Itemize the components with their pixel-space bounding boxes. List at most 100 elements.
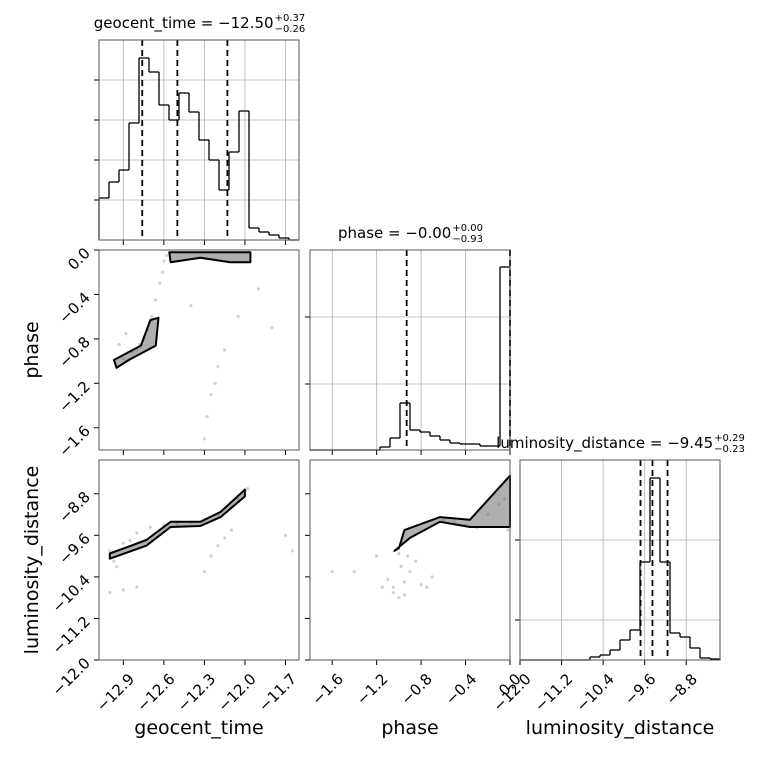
title-lower-error: −0.23 — [714, 444, 745, 455]
sample-point — [202, 570, 207, 574]
y-axis-label: luminosity_distance — [21, 466, 43, 655]
sample-point — [202, 437, 207, 441]
axes-frame — [99, 250, 299, 450]
sample-point — [406, 554, 410, 558]
panel-title: luminosity_distance = −9.45 — [496, 434, 713, 453]
sample-point — [425, 585, 429, 589]
x-axis-label: luminosity_distance — [526, 717, 715, 739]
sample-point — [164, 253, 169, 258]
sample-point — [397, 596, 401, 600]
sample-point — [216, 365, 220, 369]
sample-point — [209, 554, 213, 558]
x-tick-label: −1.6 — [308, 670, 346, 708]
sample-point — [352, 570, 357, 574]
title-upper-error: +0.29 — [714, 433, 745, 444]
sample-point — [135, 585, 139, 589]
sample-point — [430, 575, 434, 579]
sample-point — [419, 583, 423, 587]
axes-frame — [520, 460, 720, 660]
sample-point — [506, 528, 510, 532]
sample-point — [205, 415, 209, 419]
sample-point — [209, 392, 213, 397]
sample-point — [223, 536, 227, 540]
axes-border — [309, 249, 511, 451]
y-tick-label: −1.6 — [55, 422, 93, 460]
sample-point — [117, 342, 121, 347]
y-tick-label: −12.0 — [49, 654, 94, 699]
title-lower-error: −0.93 — [452, 234, 483, 245]
y-tick-label: −9.6 — [55, 529, 93, 567]
sample-point — [121, 541, 125, 545]
sample-point — [162, 259, 166, 263]
sample-point — [290, 549, 294, 553]
sample-point — [375, 554, 379, 558]
sample-point — [150, 315, 154, 319]
axes-frame — [310, 460, 510, 660]
sample-point — [270, 326, 274, 330]
x-tick-label: −12.9 — [93, 670, 138, 715]
sample-point — [223, 348, 227, 352]
x-tick-label: −0.8 — [397, 670, 435, 708]
sample-point — [128, 538, 132, 543]
y-tick-label: −8.8 — [55, 488, 93, 526]
sample-point — [189, 303, 193, 308]
x-axis-label: phase — [381, 717, 438, 739]
sample-point — [402, 580, 407, 584]
axes-border — [98, 249, 300, 451]
title-upper-error: +0.00 — [452, 223, 483, 234]
x-tick-label: −10.4 — [573, 670, 618, 715]
sample-point — [402, 593, 407, 597]
x-tick-label: −11.2 — [531, 670, 576, 715]
sample-point — [213, 381, 217, 385]
sample-point — [108, 590, 112, 595]
panel-title: geocent_time = −12.50 — [94, 14, 274, 33]
sample-point — [135, 531, 139, 535]
x-tick-label: −12.3 — [174, 670, 219, 715]
y-tick-label: −10.4 — [49, 571, 94, 616]
title-lower-error: −0.26 — [275, 24, 306, 35]
x-tick-label: −12.0 — [214, 670, 259, 715]
sample-point — [236, 315, 240, 319]
x-tick-label: −8.8 — [662, 670, 700, 708]
sample-point — [154, 298, 158, 302]
title-upper-error: +0.37 — [275, 13, 306, 24]
axes-frame — [99, 460, 299, 660]
x-tick-label: −1.2 — [353, 670, 391, 708]
contour — [108, 488, 246, 560]
sample-point — [246, 486, 250, 491]
y-tick-label: 0.0 — [64, 244, 94, 274]
sample-point — [114, 564, 119, 569]
y-axis-label: phase — [21, 321, 43, 378]
axes-border — [519, 459, 721, 661]
sample-point — [256, 287, 261, 291]
sample-point — [283, 533, 288, 537]
sample-point — [413, 559, 418, 563]
sample-point — [148, 525, 152, 530]
x-tick-label: −11.7 — [255, 670, 300, 715]
y-tick-label: −11.2 — [49, 613, 94, 658]
sample-point — [121, 588, 125, 592]
axes-border — [98, 459, 300, 661]
contour — [168, 251, 252, 264]
panel-title: phase = −0.00 — [338, 224, 451, 242]
sample-point — [112, 559, 116, 563]
sample-point — [124, 331, 128, 335]
sample-point — [108, 549, 112, 553]
sample-point — [158, 281, 162, 285]
x-tick-label: −9.6 — [621, 670, 659, 708]
x-tick-label: −0.4 — [442, 670, 480, 708]
axes-border — [98, 39, 300, 241]
sample-point — [229, 528, 234, 532]
sample-point — [386, 577, 390, 582]
contour — [112, 316, 160, 369]
sample-point — [160, 270, 165, 274]
sample-point — [399, 564, 403, 569]
sample-point — [408, 570, 412, 574]
sample-point — [391, 590, 395, 595]
sample-point — [330, 570, 334, 574]
sample-point — [380, 585, 384, 589]
sample-point — [391, 585, 395, 589]
axes-border — [309, 459, 511, 661]
y-tick-label: −0.4 — [55, 289, 93, 327]
y-tick-label: −1.2 — [55, 377, 93, 415]
